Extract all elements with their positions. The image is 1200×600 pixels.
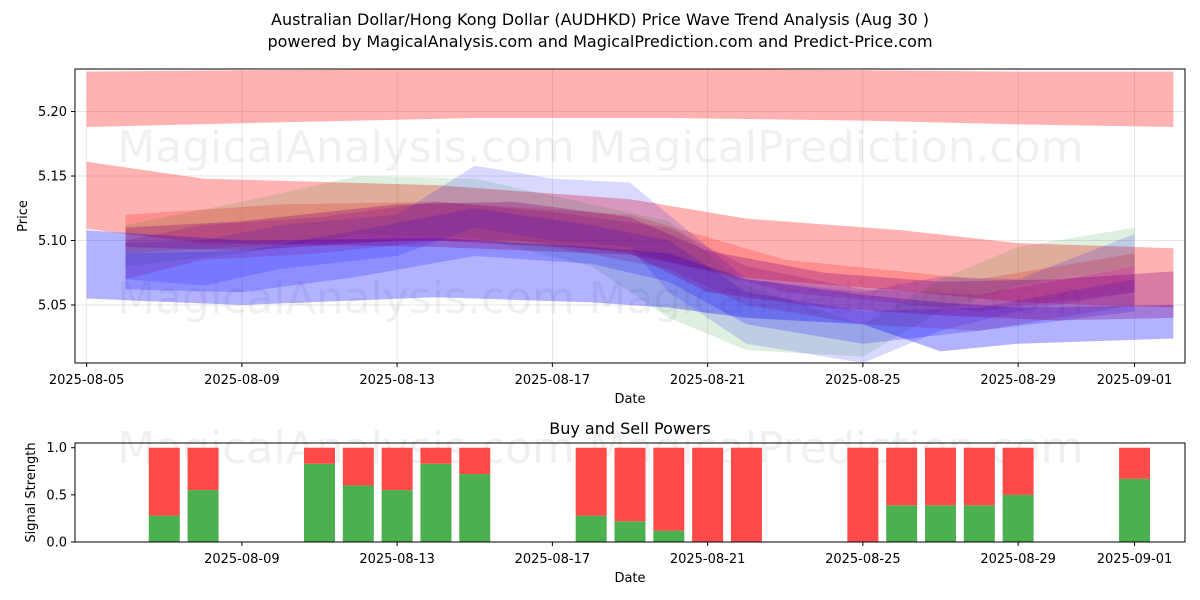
- x-tick-label: 2025-08-21: [670, 552, 746, 567]
- wave-band-green: [125, 176, 1135, 357]
- sell-bar: [342, 447, 374, 486]
- x-tick-label: 2025-08-09: [204, 552, 280, 567]
- x-tick-label: 2025-08-09: [204, 373, 280, 388]
- wave-band-blue: [125, 208, 1135, 344]
- sell-bar: [963, 447, 995, 506]
- sell-bar: [847, 447, 879, 542]
- y-tick-label: 1.0: [46, 441, 67, 456]
- y-tick-label: 5.15: [38, 170, 67, 185]
- y-tick-label: 5.20: [38, 105, 67, 120]
- watermark: MagicalAnalysis.com: [117, 122, 575, 173]
- x-tick-label: 2025-08-29: [980, 373, 1056, 388]
- plot-frame: [74, 442, 1186, 543]
- y-tick-label: 0.5: [46, 488, 67, 503]
- x-tick-label: 2025-08-17: [515, 373, 591, 388]
- x-tick-label: 2025-08-13: [359, 552, 435, 567]
- sell-bar: [653, 447, 685, 531]
- sell-bar: [575, 447, 607, 516]
- wave-band-blue: [125, 165, 1135, 363]
- x-tick-label: 2025-08-29: [980, 552, 1056, 567]
- y-tick-label: 0.0: [46, 536, 67, 551]
- watermark: MagicalPrediction.com: [589, 122, 1084, 173]
- buy-bar: [653, 530, 685, 542]
- buy-bar: [614, 521, 646, 542]
- sell-bar: [420, 447, 452, 464]
- x-axis-label: Date: [614, 392, 645, 407]
- wave-band-red: [125, 201, 1135, 312]
- sell-bar: [614, 447, 646, 522]
- y-tick-label: 5.10: [38, 234, 67, 249]
- wave-band-red: [86, 69, 1174, 127]
- buy-bar: [459, 474, 491, 542]
- buy-bar: [1119, 478, 1151, 542]
- buy-bar: [963, 505, 995, 542]
- buy-bar: [304, 463, 336, 542]
- buy-bar: [342, 485, 374, 542]
- subplot-title: Buy and Sell Powers: [549, 419, 711, 438]
- y-axis-label: Signal Strength: [24, 442, 39, 542]
- sell-bar: [304, 447, 336, 464]
- buy-bar: [1002, 494, 1034, 542]
- buy-bar: [420, 463, 452, 542]
- sell-bar: [381, 447, 413, 491]
- sell-bar: [1119, 447, 1151, 479]
- x-axis-label: Date: [614, 571, 645, 586]
- sell-bar: [924, 447, 956, 506]
- sell-bar: [1002, 447, 1034, 495]
- x-tick-label: 2025-08-21: [670, 373, 746, 388]
- x-tick-label: 2025-09-01: [1097, 552, 1173, 567]
- x-tick-label: 2025-08-17: [515, 552, 591, 567]
- x-tick-label: 2025-08-05: [49, 373, 125, 388]
- watermark: MagicalPrediction.com: [589, 273, 1084, 324]
- y-axis-label: Price: [16, 200, 31, 232]
- chart-subtitle: powered by MagicalAnalysis.com and Magic…: [267, 32, 933, 51]
- sell-bar: [692, 447, 724, 542]
- plot-frame: [74, 68, 1186, 364]
- buy-bar: [381, 490, 413, 542]
- wave-band-red: [86, 161, 1174, 308]
- wave-band-blue: [86, 230, 1174, 352]
- chart-title: Australian Dollar/Hong Kong Dollar (AUDH…: [271, 10, 929, 29]
- sell-bar: [187, 447, 219, 491]
- y-tick-label: 5.05: [38, 298, 67, 313]
- sell-bar: [148, 447, 180, 516]
- sell-bar: [459, 447, 491, 475]
- sell-bar: [886, 447, 918, 506]
- watermark: MagicalAnalysis.com: [117, 273, 575, 324]
- buy-bar: [575, 515, 607, 542]
- x-tick-label: 2025-08-13: [359, 373, 435, 388]
- x-tick-label: 2025-08-25: [825, 552, 901, 567]
- buy-bar: [187, 490, 219, 542]
- sell-bar: [730, 447, 762, 542]
- buy-bar: [148, 515, 180, 542]
- buy-bar: [924, 505, 956, 542]
- wave-band-purple: [125, 201, 1174, 321]
- buy-bar: [886, 505, 918, 542]
- x-tick-label: 2025-08-25: [825, 373, 901, 388]
- x-tick-label: 2025-09-01: [1097, 373, 1173, 388]
- wave-band-purple: [125, 201, 1135, 331]
